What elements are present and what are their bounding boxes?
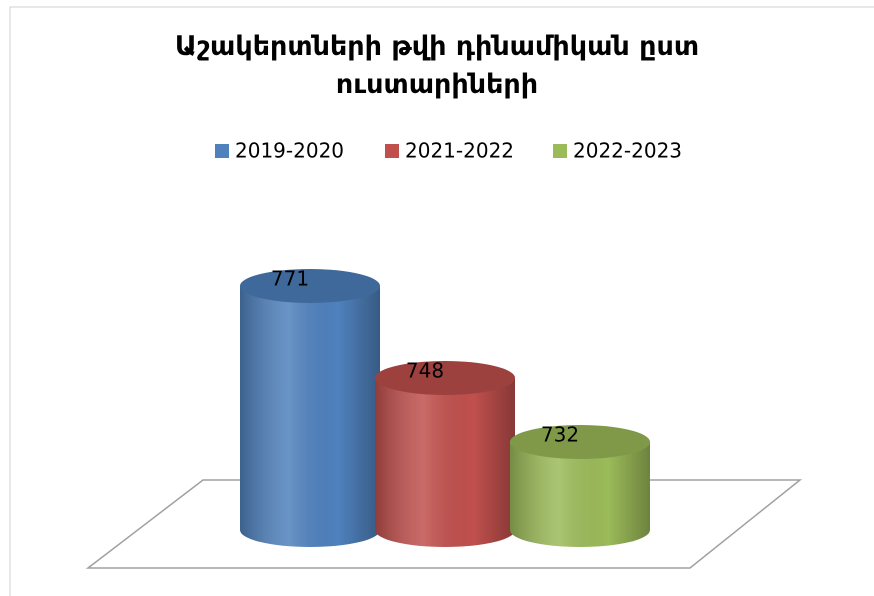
value-label: 771	[271, 267, 309, 291]
legend-label: 2019-2020	[235, 139, 344, 163]
legend-swatch	[553, 144, 567, 158]
cylinder-top	[375, 361, 515, 395]
cylinder-top	[510, 425, 650, 459]
chart-title: Աշակերտների թվի դինամիկան ըստ ուստարիներ…	[174, 31, 700, 100]
legend-swatch	[385, 144, 399, 158]
cylinder-shade	[510, 442, 650, 547]
cylinder-shade	[240, 286, 380, 547]
value-label: 732	[541, 423, 579, 447]
cylinder-top-shade	[375, 361, 515, 395]
legend-label: 2022-2023	[573, 139, 682, 163]
cylinder-top-shade	[240, 269, 380, 303]
chart-border	[9, 6, 874, 596]
value-label: 748	[406, 359, 444, 383]
cylinder-shade	[375, 378, 515, 547]
cylinder-top	[240, 269, 380, 303]
legend-swatch	[215, 144, 229, 158]
cylinder-top-shade	[510, 425, 650, 459]
legend-label: 2021-2022	[405, 139, 514, 163]
